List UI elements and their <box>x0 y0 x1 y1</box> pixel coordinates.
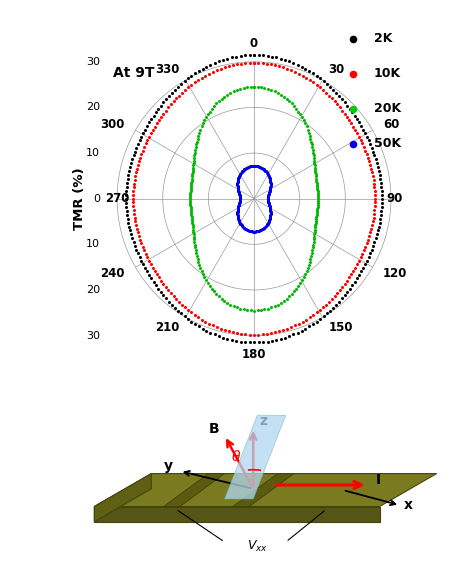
Text: 270: 270 <box>105 192 129 205</box>
Polygon shape <box>225 415 286 499</box>
Polygon shape <box>233 474 294 507</box>
Text: 0: 0 <box>250 36 258 49</box>
Text: 10K: 10K <box>374 68 401 81</box>
Polygon shape <box>94 474 151 522</box>
Text: 20: 20 <box>86 285 100 295</box>
Text: x: x <box>404 498 413 512</box>
Text: 0: 0 <box>93 194 100 204</box>
Text: y: y <box>164 459 173 473</box>
Text: $\theta$: $\theta$ <box>231 449 241 464</box>
Text: z: z <box>259 415 267 428</box>
Text: 2K: 2K <box>374 32 392 45</box>
Text: 30: 30 <box>86 331 100 341</box>
Text: 20K: 20K <box>374 102 401 115</box>
Text: I: I <box>375 473 381 487</box>
Polygon shape <box>94 474 437 507</box>
Text: 150: 150 <box>328 321 353 335</box>
Text: At 9T: At 9T <box>113 66 155 80</box>
Text: 50K: 50K <box>374 137 401 151</box>
Text: 300: 300 <box>100 118 125 131</box>
Text: 210: 210 <box>155 321 180 335</box>
Text: 120: 120 <box>383 267 408 280</box>
Text: $V_{xx}$: $V_{xx}$ <box>247 538 268 554</box>
Text: 330: 330 <box>155 63 180 76</box>
Text: 90: 90 <box>387 192 403 205</box>
Text: 10: 10 <box>86 239 100 249</box>
Polygon shape <box>164 474 225 507</box>
Text: 10: 10 <box>86 148 100 158</box>
Text: 20: 20 <box>86 102 100 112</box>
Text: 240: 240 <box>100 267 125 280</box>
Text: 30: 30 <box>328 63 345 76</box>
Polygon shape <box>94 507 380 522</box>
Text: 60: 60 <box>383 118 400 131</box>
Text: 180: 180 <box>242 348 266 361</box>
Text: B: B <box>209 422 219 436</box>
Text: 30: 30 <box>86 57 100 67</box>
Text: TMR (%): TMR (%) <box>73 168 86 230</box>
